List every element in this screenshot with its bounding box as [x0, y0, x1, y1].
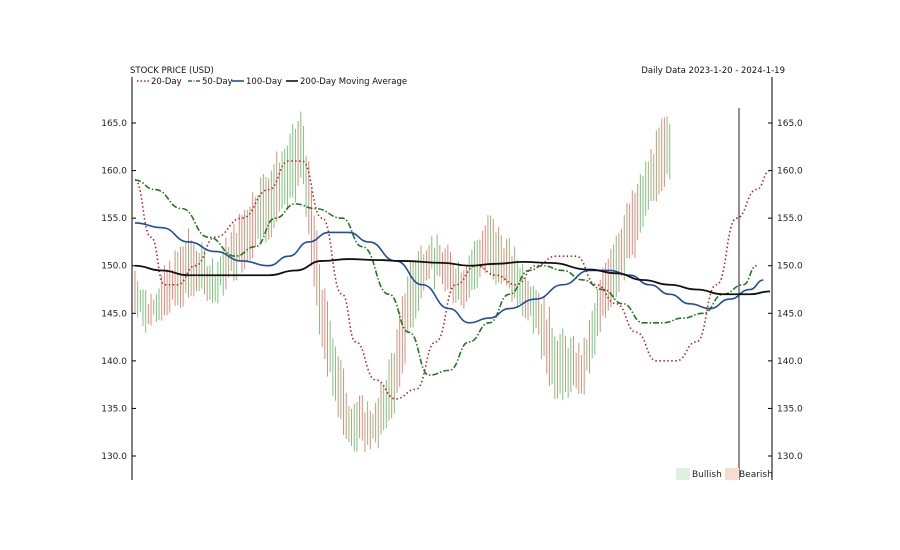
y-axis-right: 130.0 135.0 140.0 145.0 150.0 155.0 160.0 165.0	[768, 119, 803, 462]
y-tick-label-left: 165.0	[101, 119, 127, 129]
legend-label[interactable]: 20-Day	[151, 77, 182, 87]
y-tick-label-left: 135.0	[101, 404, 127, 414]
bullish-label: Bullish	[692, 470, 722, 480]
y-tick-label-left: 155.0	[101, 214, 127, 224]
legend-label[interactable]: 50-Day	[202, 77, 233, 87]
y-tick-label-right: 155.0	[777, 214, 803, 224]
series-line-200-day-moving-average	[134, 258, 771, 296]
y-tick-label-right: 145.0	[777, 309, 803, 319]
y-tick-label-right: 165.0	[777, 119, 803, 129]
y-tick-label-right: 160.0	[777, 167, 803, 177]
y-tick-label-right: 140.0	[777, 357, 803, 367]
y-tick-label-left: 130.0	[101, 452, 127, 462]
series-line-20-day	[134, 160, 771, 400]
y-tick-label-right: 150.0	[777, 262, 803, 272]
y-tick-label-left: 145.0	[101, 309, 127, 319]
y-tick-label-right: 130.0	[777, 452, 803, 462]
legend-label[interactable]: 100-Day	[246, 77, 282, 87]
y-tick-label-left: 150.0	[101, 262, 127, 272]
moving-average-lines	[134, 160, 771, 400]
series-line-100-day	[134, 222, 764, 324]
chart-title: STOCK PRICE (USD)	[130, 66, 214, 76]
legend[interactable]: 20-Day 50-Day 100-Day 200-Day Moving Averag…	[137, 77, 407, 87]
y-tick-label-right: 135.0	[777, 404, 803, 414]
bearish-swatch	[725, 468, 739, 480]
y-tick-label-left: 160.0	[101, 167, 127, 177]
bearish-label: Bearish	[739, 470, 773, 480]
series-line-50-day	[134, 179, 757, 376]
y-tick-label-left: 140.0	[101, 357, 127, 367]
y-axis-left: 130.0 135.0 140.0 145.0 150.0 155.0 160.0 165.0	[101, 119, 136, 462]
bullish-swatch	[676, 468, 690, 480]
chart-subtitle: Daily Data 2023-1-20 - 2024-1-19	[641, 66, 785, 76]
price-bars	[134, 111, 671, 452]
legend-label[interactable]: 200-Day Moving Average	[300, 77, 407, 87]
